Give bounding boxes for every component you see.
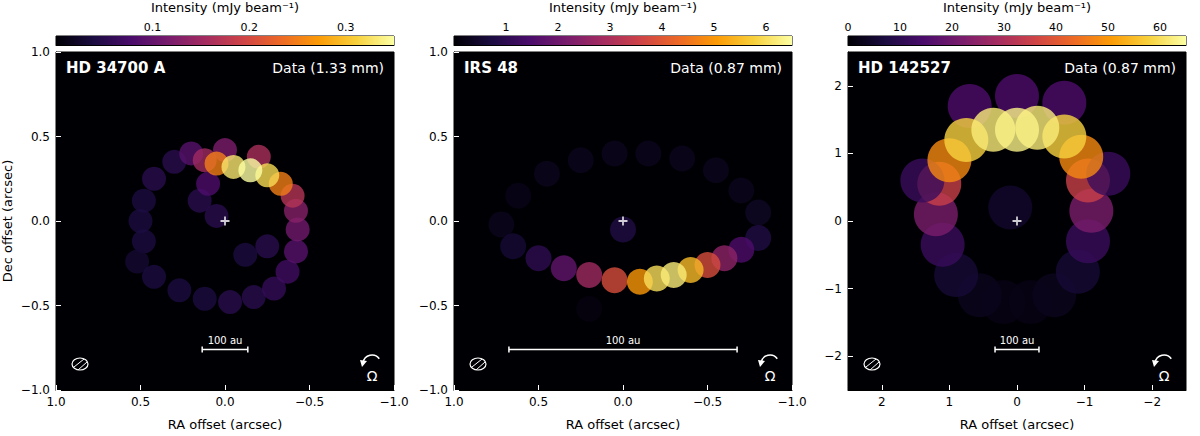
svg-text:0.1: 0.1 <box>144 21 162 34</box>
svg-text:10: 10 <box>893 21 907 34</box>
svg-text:Ω: Ω <box>367 368 378 384</box>
svg-text:Ω: Ω <box>1159 368 1170 384</box>
svg-text:1: 1 <box>834 146 842 160</box>
svg-text:100 au: 100 au <box>606 335 641 346</box>
svg-text:0: 0 <box>845 21 852 34</box>
svg-text:0.0: 0.0 <box>429 214 448 228</box>
svg-text:100 au: 100 au <box>1000 335 1035 346</box>
svg-text:RA offset (arcsec): RA offset (arcsec) <box>566 417 681 432</box>
svg-text:Data (1.33 mm): Data (1.33 mm) <box>272 60 384 76</box>
svg-text:−0.5: −0.5 <box>295 395 324 409</box>
svg-text:−0.5: −0.5 <box>693 395 722 409</box>
svg-text:0.0: 0.0 <box>31 214 50 228</box>
svg-text:1: 1 <box>946 395 954 409</box>
svg-text:1.0: 1.0 <box>429 45 448 59</box>
svg-text:100 au: 100 au <box>208 335 243 346</box>
svg-text:0.0: 0.0 <box>613 395 632 409</box>
svg-text:HD 142527: HD 142527 <box>858 59 951 77</box>
svg-text:0: 0 <box>834 214 842 228</box>
svg-text:20: 20 <box>945 21 959 34</box>
svg-text:50: 50 <box>1101 21 1115 34</box>
svg-text:1: 1 <box>503 21 510 34</box>
svg-text:Intensity (mJy beam⁻¹): Intensity (mJy beam⁻¹) <box>151 0 299 15</box>
svg-text:HD 34700 A: HD 34700 A <box>66 59 166 77</box>
svg-text:Ω: Ω <box>765 368 776 384</box>
svg-text:−2: −2 <box>1143 395 1161 409</box>
svg-text:0.5: 0.5 <box>429 130 448 144</box>
svg-text:Intensity (mJy beam⁻¹): Intensity (mJy beam⁻¹) <box>549 0 697 15</box>
svg-text:1.0: 1.0 <box>31 45 50 59</box>
svg-text:Data (0.87 mm): Data (0.87 mm) <box>670 60 782 76</box>
svg-text:0: 0 <box>1013 395 1021 409</box>
svg-text:IRS 48: IRS 48 <box>464 59 518 77</box>
svg-text:Data (0.87 mm): Data (0.87 mm) <box>1064 60 1176 76</box>
svg-text:Dec offset (arcsec): Dec offset (arcsec) <box>0 160 15 282</box>
svg-text:2: 2 <box>878 395 886 409</box>
svg-text:−1.0: −1.0 <box>418 383 448 397</box>
svg-text:2: 2 <box>555 21 562 34</box>
svg-text:0.3: 0.3 <box>337 21 355 34</box>
svg-text:Intensity (mJy beam⁻¹): Intensity (mJy beam⁻¹) <box>943 0 1091 15</box>
svg-text:2: 2 <box>834 79 842 93</box>
svg-text:RA offset (arcsec): RA offset (arcsec) <box>960 417 1075 432</box>
svg-text:−1: −1 <box>1076 395 1094 409</box>
svg-text:6: 6 <box>763 21 770 34</box>
svg-text:5: 5 <box>711 21 718 34</box>
svg-text:0.2: 0.2 <box>240 21 257 34</box>
svg-text:−0.5: −0.5 <box>21 299 50 313</box>
svg-text:40: 40 <box>1049 21 1063 34</box>
svg-text:60: 60 <box>1153 21 1167 34</box>
svg-text:1.0: 1.0 <box>46 395 65 409</box>
svg-text:0.5: 0.5 <box>131 395 150 409</box>
svg-text:−0.5: −0.5 <box>419 299 448 313</box>
svg-text:0.5: 0.5 <box>31 130 50 144</box>
svg-text:1.0: 1.0 <box>444 395 463 409</box>
svg-text:4: 4 <box>659 21 666 34</box>
svg-text:0.5: 0.5 <box>529 395 548 409</box>
svg-text:RA offset (arcsec): RA offset (arcsec) <box>168 417 283 432</box>
svg-text:−1.0: −1.0 <box>379 395 408 409</box>
svg-text:0.0: 0.0 <box>215 395 234 409</box>
svg-text:−1.0: −1.0 <box>20 383 50 397</box>
svg-text:−1: −1 <box>824 282 842 296</box>
svg-text:30: 30 <box>997 21 1011 34</box>
svg-text:−2: −2 <box>824 349 842 363</box>
svg-text:3: 3 <box>607 21 614 34</box>
svg-text:−1.0: −1.0 <box>777 395 806 409</box>
